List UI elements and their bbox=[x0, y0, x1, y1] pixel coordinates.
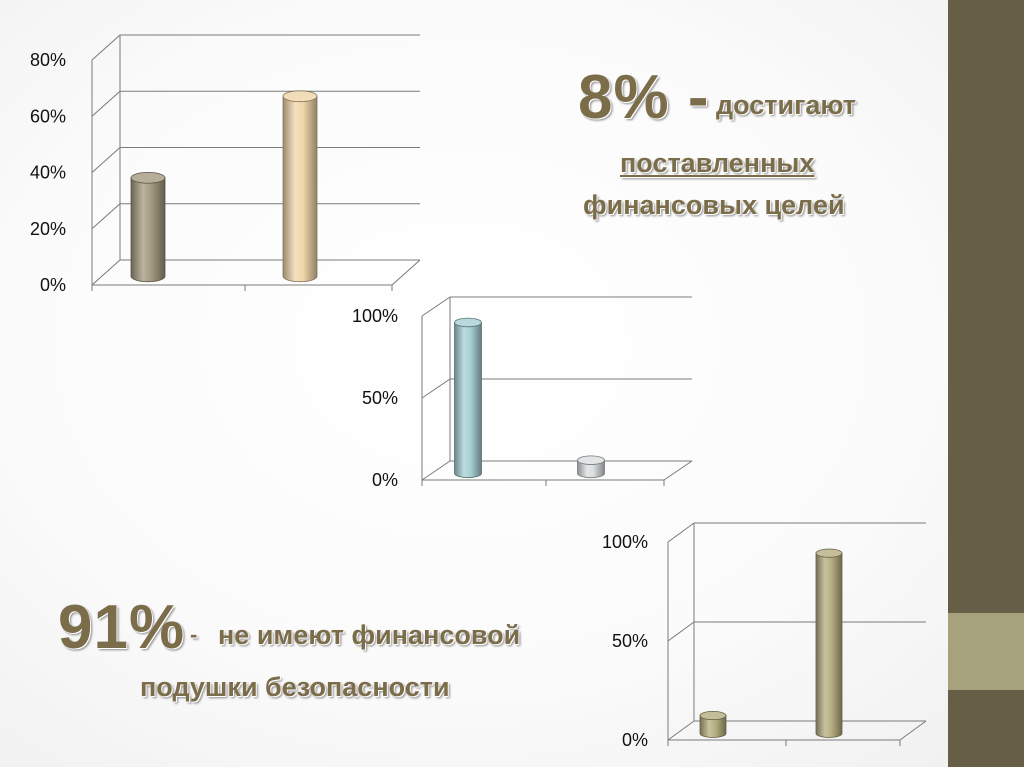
sidebar-accent-block bbox=[948, 613, 1024, 690]
y-tick-label: 0% bbox=[372, 470, 398, 490]
caption-top-line2: поставленных bbox=[620, 148, 815, 178]
bar-cylinder-body bbox=[577, 459, 605, 479]
gridline-diagonal bbox=[421, 460, 451, 481]
gridline-diagonal bbox=[667, 621, 695, 642]
caption-top-text: достигают bbox=[716, 90, 856, 120]
bar-cylinder-body bbox=[699, 715, 727, 738]
gridline-diagonal bbox=[91, 203, 121, 230]
gridline-diagonal bbox=[421, 296, 451, 317]
y-tick-label: 60% bbox=[30, 106, 66, 126]
bar-cylinder-body bbox=[282, 95, 318, 283]
bar-cylinder-top bbox=[454, 317, 482, 328]
caption-bottom-percent: 91% bbox=[58, 593, 186, 662]
gridline-diagonal bbox=[91, 147, 121, 173]
y-tick-label: 0% bbox=[40, 275, 66, 295]
gridline-diagonal bbox=[667, 522, 695, 543]
y-tick-label: 80% bbox=[30, 50, 66, 70]
bar-cylinder-top bbox=[130, 171, 166, 184]
y-tick-label: 50% bbox=[612, 631, 648, 651]
gridline-diagonal bbox=[91, 259, 121, 286]
bar-cylinder-body bbox=[815, 552, 843, 738]
floor-edge bbox=[899, 720, 927, 741]
bar-cylinder-body bbox=[130, 177, 166, 283]
caption-bottom-line2: подушки безопасности bbox=[140, 672, 450, 702]
gridline-diagonal bbox=[421, 378, 451, 399]
y-tick-label: 20% bbox=[30, 219, 66, 239]
bar-cylinder-body bbox=[454, 322, 482, 479]
bar-cylinder-top bbox=[815, 548, 843, 558]
gridline-diagonal bbox=[667, 720, 695, 741]
y-tick-label: 40% bbox=[30, 163, 66, 183]
bar-cylinder-top bbox=[577, 455, 605, 465]
bar-cylinder-top bbox=[282, 90, 318, 103]
bar-cylinder-top bbox=[699, 710, 727, 721]
caption-bottom-text: не имеют финансовой bbox=[218, 620, 521, 650]
caption-top-percent: 8% - bbox=[578, 63, 710, 132]
y-tick-label: 100% bbox=[602, 532, 648, 552]
gridline-diagonal bbox=[91, 90, 121, 117]
floor-edge bbox=[663, 460, 693, 481]
y-tick-label: 50% bbox=[362, 388, 398, 408]
y-tick-label: 100% bbox=[352, 306, 398, 326]
gridline-diagonal bbox=[91, 34, 121, 61]
floor-edge bbox=[391, 259, 421, 286]
y-tick-label: 0% bbox=[622, 730, 648, 750]
caption-top-line3: финансовых целей bbox=[583, 190, 845, 220]
caption-bottom-dash: - bbox=[190, 622, 198, 647]
